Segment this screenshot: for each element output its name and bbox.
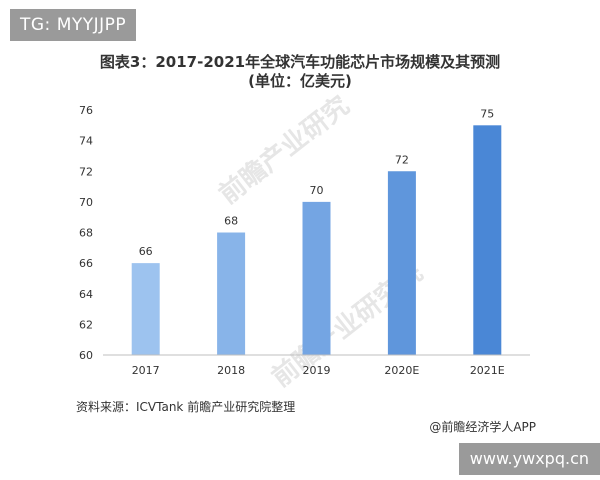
x-tick-label: 2020E: [384, 364, 419, 377]
data-label: 70: [310, 184, 324, 197]
chart-title: 图表3：2017-2021年全球汽车功能芯片市场规模及其预测: [99, 53, 501, 71]
x-axis: 2017 2018 2019 2020E 2021E: [103, 354, 530, 377]
y-tick-label: 66: [79, 257, 93, 270]
x-tick-label: 2018: [217, 364, 245, 377]
y-tick-label: 70: [79, 196, 93, 209]
bottom-corner-tag: www.ywxpq.cn: [458, 443, 600, 475]
y-tick-label: 64: [79, 288, 93, 301]
bar-2019: [302, 201, 331, 355]
data-labels: 66 68 70 72 75: [139, 107, 495, 258]
bar-2020e: [387, 171, 416, 355]
y-tick-label: 76: [79, 104, 93, 117]
y-tick-label: 74: [79, 135, 93, 148]
y-tick-label: 60: [79, 349, 93, 362]
x-tick-label: 2017: [132, 364, 160, 377]
bars: [131, 125, 502, 355]
chart-subtitle-unit: (单位：亿美元): [248, 72, 352, 90]
data-label: 75: [480, 107, 494, 120]
y-tick-label: 72: [79, 165, 93, 178]
y-axis: 60 62 64 66 68 70 72 74 76: [79, 104, 93, 362]
x-tick-label: 2019: [303, 364, 331, 377]
y-tick-label: 68: [79, 227, 93, 240]
bar-2017: [131, 263, 160, 355]
bar-2018: [217, 232, 246, 355]
data-label: 72: [395, 153, 409, 166]
bar-2021e: [473, 125, 502, 355]
x-tick-label: 2021E: [470, 364, 505, 377]
top-corner-tag: TG: MYYJJPP: [10, 9, 137, 41]
source-note: 资料来源：ICVTank 前瞻产业研究院整理: [76, 400, 296, 414]
data-label: 68: [224, 215, 238, 228]
y-tick-label: 62: [79, 318, 93, 331]
credit-note: @前瞻经济学人APP: [429, 420, 536, 434]
data-label: 66: [139, 245, 153, 258]
